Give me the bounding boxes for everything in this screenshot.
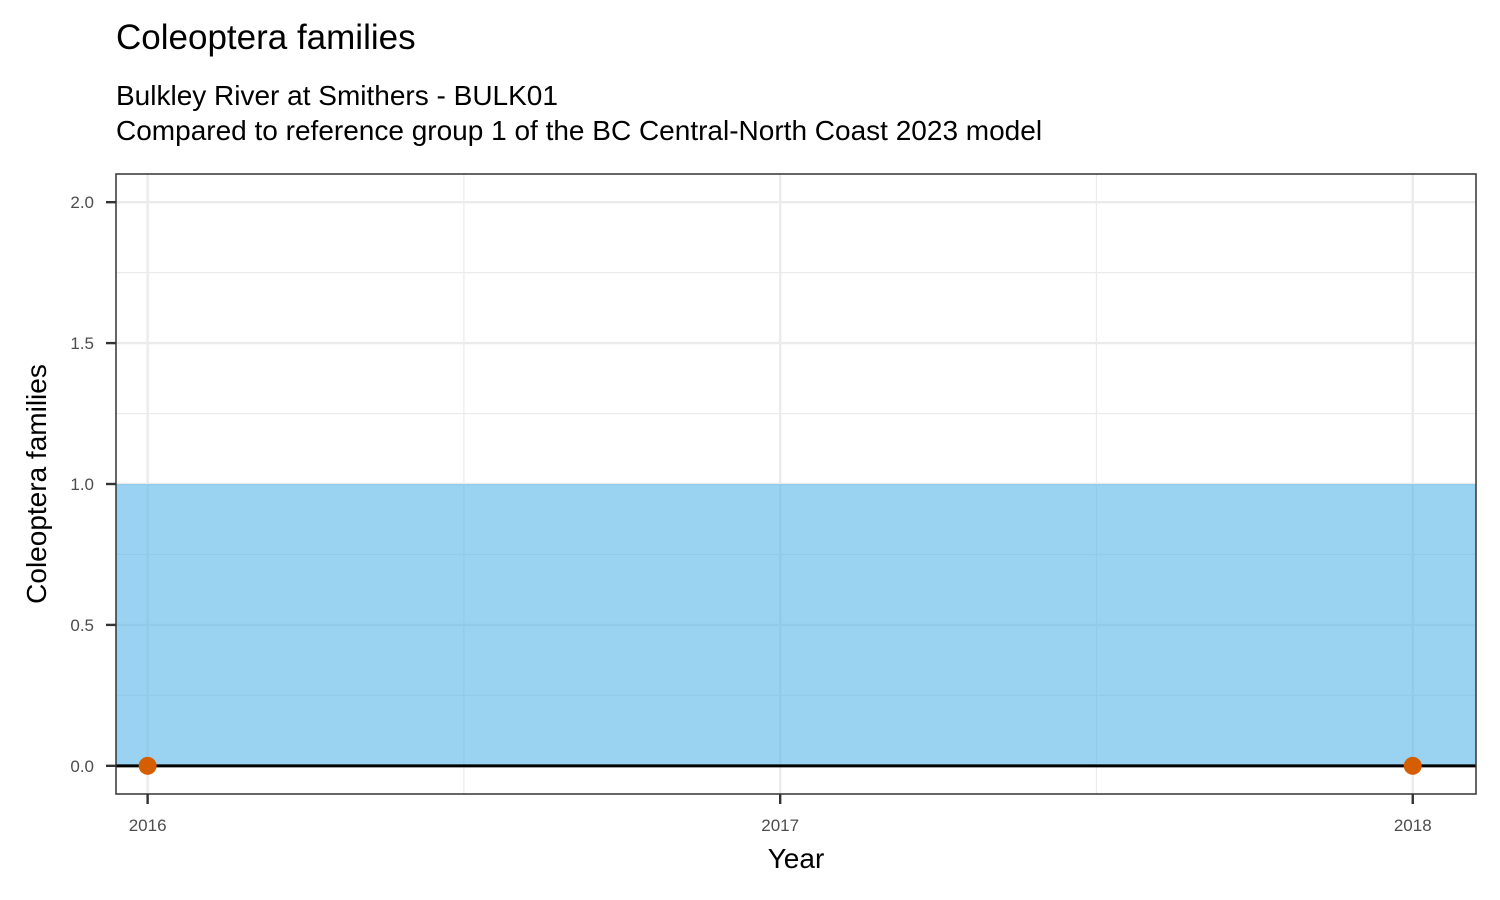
y-axis-title: Coleoptera families	[21, 364, 52, 604]
chart-title: Coleoptera families	[116, 18, 416, 57]
data-point	[1403, 756, 1422, 775]
y-tick-label: 0.5	[70, 616, 94, 635]
y-tick-label: 1.0	[70, 475, 94, 494]
chart-subtitle-line-1: Bulkley River at Smithers - BULK01	[116, 80, 558, 111]
axis-ticks: 2016 2017 2018 0.0 0.5 1.0 1.5 2.0	[70, 193, 1431, 835]
reference-band	[116, 484, 1476, 766]
x-tick-label: 2017	[761, 816, 799, 835]
y-tick-label: 1.5	[70, 334, 94, 353]
data-points	[138, 756, 1422, 775]
data-point	[138, 756, 157, 775]
x-tick-label: 2018	[1394, 816, 1432, 835]
y-tick-label: 2.0	[70, 193, 94, 212]
x-axis-title: Year	[768, 843, 825, 874]
chart-subtitle-line-2: Compared to reference group 1 of the BC …	[116, 115, 1043, 146]
y-tick-label: 0.0	[70, 757, 94, 776]
x-tick-label: 2016	[129, 816, 167, 835]
